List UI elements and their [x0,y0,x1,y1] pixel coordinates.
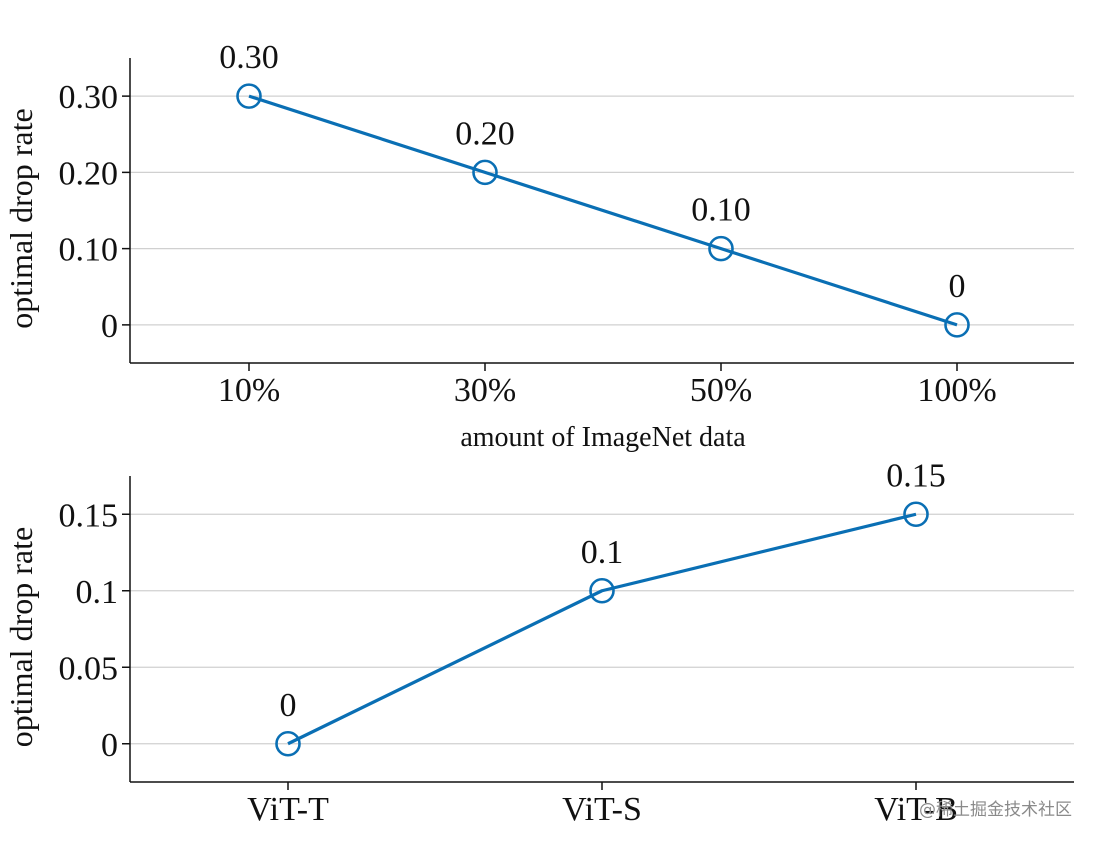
x-tick-label: 10% [218,372,280,409]
y-axis-label: optimal drop rate [3,108,39,328]
y-tick-label: 0.20 [59,155,119,192]
y-axis-label: optimal drop rate [3,527,39,747]
x-tick-label: ViT-B [874,791,958,828]
data-label: 0.20 [455,115,515,152]
series-line [248,94,958,327]
data-point-marker [944,312,970,338]
y-tick-label: 0.30 [59,79,119,116]
x-tick-label: ViT-S [562,791,642,828]
y-tick-label: 0 [101,727,118,764]
chart-top-panel: 0 0.10 0.20 0.30 10% 30% 50% 100% 0.30 0.20 0.10 0 o… [3,39,1074,453]
data-point-marker [903,501,929,528]
x-tick-label: 50% [690,372,752,409]
series-line [287,512,917,746]
chart-bottom-panel: 0 0.05 0.1 0.15 ViT-T ViT-S ViT-B 0 0.1 0.15 optim… [3,457,1074,828]
y-tick-label: 0.15 [59,497,119,534]
data-point-marker [708,235,734,262]
data-label: 0.10 [691,192,751,229]
watermark-text: @稀土掘金技术社区 [919,800,1072,820]
y-tick-label: 0 [101,308,118,345]
data-point-marker [589,577,615,604]
x-tick-label: 30% [454,372,516,409]
data-point-marker [236,83,262,109]
y-tick-label: 0.10 [59,232,119,269]
y-tick-label: 0.1 [76,574,119,611]
data-label: 0.30 [219,39,279,76]
data-label: 0.1 [581,534,624,571]
x-tick-label: ViT-T [247,791,329,828]
x-tick-label: 100% [917,372,996,409]
x-axis-label: amount of ImageNet data [460,422,746,453]
y-tick-label: 0.05 [59,650,119,687]
data-label: 0.15 [886,457,946,494]
data-point-marker [275,730,301,757]
data-label: 0 [280,687,297,724]
data-label: 0 [949,268,966,305]
data-point-marker [472,159,498,186]
